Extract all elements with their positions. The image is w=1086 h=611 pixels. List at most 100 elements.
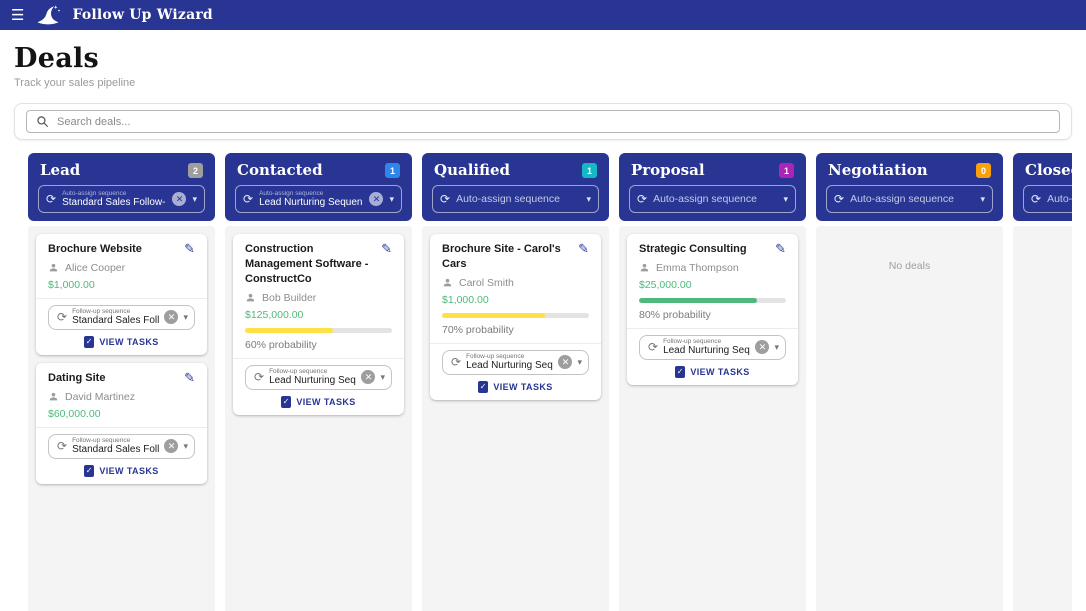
board: Lead 2 ⟳ Auto-assign sequence Standard S… bbox=[14, 153, 1072, 611]
clear-sequence-button[interactable]: ✕ bbox=[558, 355, 573, 370]
edit-icon[interactable]: ✎ bbox=[775, 241, 786, 256]
deal-card[interactable]: Strategic Consulting ✎ Emma Thompson $25… bbox=[627, 234, 798, 385]
select-label: Follow-up sequence bbox=[72, 307, 131, 315]
tasks-icon: ✓ bbox=[478, 380, 489, 393]
select-label: Follow-up sequence bbox=[663, 337, 722, 345]
select-label: Follow-up sequence bbox=[72, 436, 131, 444]
select-value: Auto-assign sequence bbox=[456, 192, 560, 205]
select-value: Standard Sales Follow-... bbox=[72, 444, 160, 456]
column-header: Lead 2 ⟳ Auto-assign sequence Standard S… bbox=[28, 153, 215, 221]
autorenew-icon: ⟳ bbox=[440, 192, 451, 206]
deal-card[interactable]: Construction Management Software - Const… bbox=[233, 234, 404, 415]
chevron-down-icon: ▾ bbox=[586, 193, 591, 204]
person-icon bbox=[48, 262, 59, 273]
deal-amount: $125,000.00 bbox=[245, 308, 304, 321]
auto-assign-sequence-select[interactable]: ⟳ Auto-assign sequence ▾ bbox=[629, 185, 796, 213]
contact-name: Alice Cooper bbox=[65, 261, 126, 274]
divider bbox=[430, 342, 601, 344]
select-label: Follow-up sequence bbox=[269, 367, 328, 375]
column-header: Contacted 1 ⟳ Auto-assign sequence Lead … bbox=[225, 153, 412, 221]
column-body: No deals bbox=[1013, 226, 1072, 611]
deal-amount: $1,000.00 bbox=[48, 278, 95, 291]
column-title: Proposal bbox=[631, 161, 705, 179]
card-list: Construction Management Software - Const… bbox=[233, 234, 404, 415]
column-body: Brochure Website ✎ Alice Cooper $1,000.0… bbox=[28, 226, 215, 611]
follow-up-sequence-select[interactable]: ⟳ Follow-up sequence Lead Nurturing Sequ… bbox=[639, 334, 786, 360]
auto-assign-sequence-select[interactable]: ⟳ Auto-assign sequence ▾ bbox=[432, 185, 599, 213]
deal-count-badge: 1 bbox=[582, 163, 597, 178]
tasks-icon: ✓ bbox=[84, 335, 95, 348]
person-icon bbox=[639, 262, 650, 273]
auto-assign-sequence-select[interactable]: ⟳ Auto-assign sequence ▾ bbox=[826, 185, 993, 213]
chevron-down-icon: ▾ bbox=[380, 371, 385, 382]
select-value: Auto-assign sequence bbox=[850, 192, 954, 205]
follow-up-sequence-select[interactable]: ⟳ Follow-up sequence Lead Nurturing Sequ… bbox=[245, 364, 392, 390]
autorenew-icon: ⟳ bbox=[451, 355, 462, 370]
empty-state-label: No deals bbox=[888, 260, 931, 272]
probability-bar bbox=[442, 312, 589, 318]
auto-assign-sequence-select[interactable]: ⟳ Auto-assign sequence ▾ bbox=[1023, 185, 1072, 213]
clear-sequence-button[interactable]: ✕ bbox=[369, 192, 384, 206]
probability-label: 80% probability bbox=[639, 308, 711, 321]
probability-label: 70% probability bbox=[442, 323, 514, 336]
select-value: Lead Nurturing Sequence bbox=[663, 345, 750, 357]
page: Deals Track your sales pipeline Lead 2 ⟳… bbox=[0, 43, 1086, 611]
tasks-icon: ✓ bbox=[281, 395, 292, 408]
tasks-icon: ✓ bbox=[84, 464, 95, 477]
follow-up-sequence-select[interactable]: ⟳ Follow-up sequence Standard Sales Foll… bbox=[48, 433, 195, 459]
person-icon bbox=[48, 391, 59, 402]
divider bbox=[36, 426, 207, 428]
auto-assign-sequence-select[interactable]: ⟳ Auto-assign sequence Lead Nurturing Se… bbox=[235, 185, 402, 213]
pipeline-column: Closed (won) ⟳ Auto-assign sequence ▾ No… bbox=[1013, 153, 1072, 611]
clear-sequence-button[interactable]: ✕ bbox=[172, 192, 187, 206]
follow-up-sequence-select[interactable]: ⟳ Follow-up sequence Lead Nurturing Sequ… bbox=[442, 349, 589, 375]
probability-label: 60% probability bbox=[245, 338, 317, 351]
probability-section: 70% probability bbox=[442, 312, 589, 336]
clear-sequence-button[interactable]: ✕ bbox=[164, 439, 179, 454]
edit-icon[interactable]: ✎ bbox=[578, 241, 589, 256]
search-field[interactable] bbox=[26, 110, 1060, 133]
view-tasks-button[interactable]: ✓ VIEW TASKS bbox=[245, 395, 392, 408]
select-value: Auto-assign sequence bbox=[1047, 192, 1072, 205]
column-body: No deals bbox=[816, 226, 1003, 611]
clear-sequence-button[interactable]: ✕ bbox=[164, 310, 179, 325]
clear-sequence-button[interactable]: ✕ bbox=[755, 340, 770, 355]
deal-card[interactable]: Brochure Website ✎ Alice Cooper $1,000.0… bbox=[36, 234, 207, 355]
view-tasks-button[interactable]: ✓ VIEW TASKS bbox=[639, 365, 786, 378]
select-label: Follow-up sequence bbox=[466, 352, 525, 360]
probability-bar-fill bbox=[442, 312, 545, 318]
probability-section: 60% probability bbox=[245, 327, 392, 351]
edit-icon[interactable]: ✎ bbox=[381, 241, 392, 256]
deal-count-badge: 0 bbox=[976, 163, 991, 178]
edit-icon[interactable]: ✎ bbox=[184, 369, 195, 385]
view-tasks-label: VIEW TASKS bbox=[690, 366, 750, 377]
deal-card[interactable]: Brochure Site - Carol's Cars ✎ Carol Smi… bbox=[430, 234, 601, 400]
pipeline-column: Lead 2 ⟳ Auto-assign sequence Standard S… bbox=[28, 153, 215, 611]
follow-up-sequence-select[interactable]: ⟳ Follow-up sequence Standard Sales Foll… bbox=[48, 304, 195, 330]
deal-amount: $25,000.00 bbox=[639, 278, 692, 291]
divider bbox=[36, 297, 207, 299]
view-tasks-label: VIEW TASKS bbox=[99, 336, 159, 347]
view-tasks-button[interactable]: ✓ VIEW TASKS bbox=[48, 335, 195, 348]
probability-bar bbox=[245, 327, 392, 333]
edit-icon[interactable]: ✎ bbox=[184, 241, 195, 256]
page-title: Deals bbox=[14, 43, 100, 74]
column-title: Closed (won) bbox=[1025, 161, 1072, 179]
chevron-down-icon: ▾ bbox=[389, 193, 394, 204]
view-tasks-label: VIEW TASKS bbox=[99, 465, 159, 476]
auto-assign-sequence-select[interactable]: ⟳ Auto-assign sequence Standard Sales Fo… bbox=[38, 185, 205, 213]
contact-name: Emma Thompson bbox=[656, 261, 739, 274]
view-tasks-button[interactable]: ✓ VIEW TASKS bbox=[442, 380, 589, 393]
autorenew-icon: ⟳ bbox=[243, 192, 254, 206]
view-tasks-button[interactable]: ✓ VIEW TASKS bbox=[48, 464, 195, 477]
column-title: Contacted bbox=[237, 161, 323, 179]
chevron-down-icon: ▾ bbox=[183, 440, 188, 451]
deal-card[interactable]: Dating Site ✎ David Martinez $60,000.00 … bbox=[36, 362, 207, 484]
wizard-hat-logo-icon bbox=[35, 3, 61, 27]
search-input[interactable] bbox=[57, 115, 1050, 128]
chevron-down-icon: ▾ bbox=[774, 341, 779, 352]
pipeline-column: Proposal 1 ⟳ Auto-assign sequence ▾ Stra… bbox=[619, 153, 806, 611]
menu-icon[interactable]: ☰ bbox=[11, 6, 25, 24]
clear-sequence-button[interactable]: ✕ bbox=[361, 370, 376, 385]
column-body: Brochure Site - Carol's Cars ✎ Carol Smi… bbox=[422, 226, 609, 611]
